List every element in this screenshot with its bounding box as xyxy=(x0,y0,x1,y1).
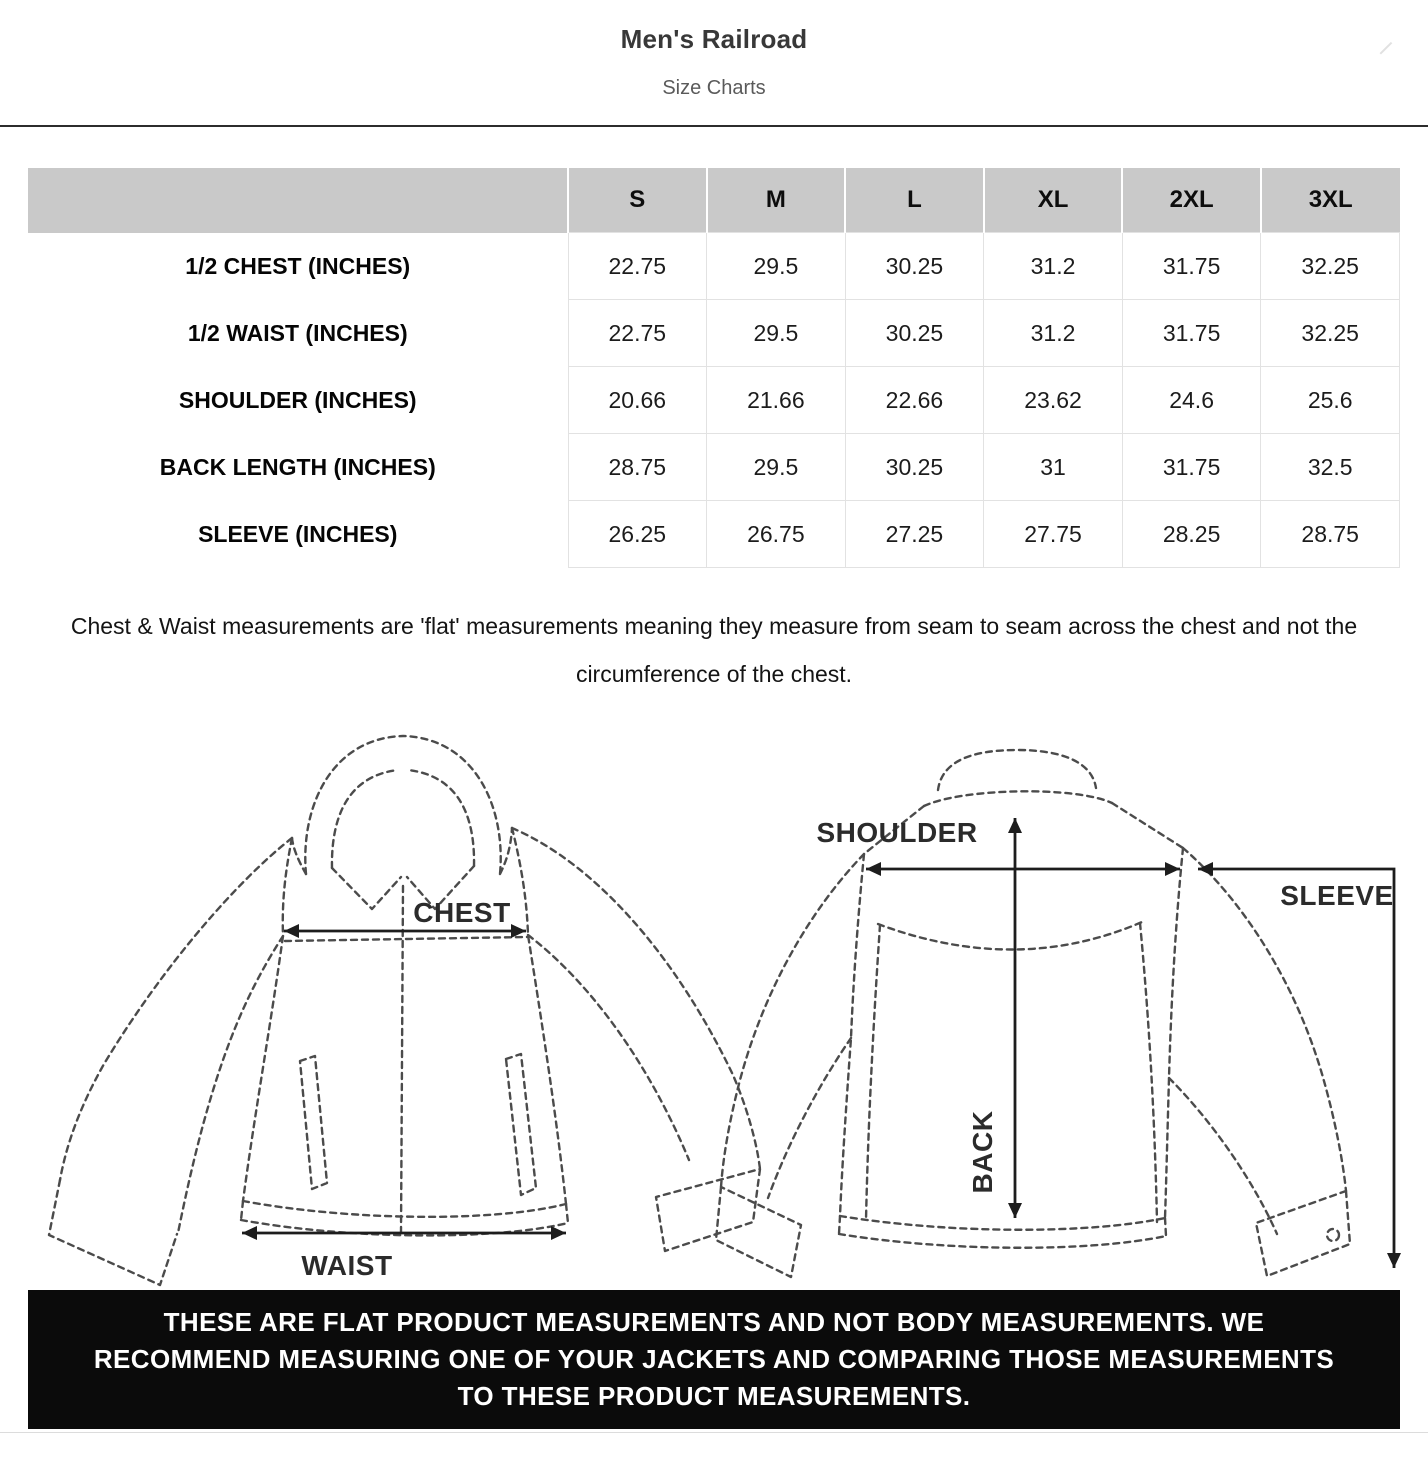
waist-label: WAIST xyxy=(301,1250,392,1281)
measurement-value: 29.5 xyxy=(706,299,846,367)
front-pocket-left xyxy=(298,1054,329,1191)
measurement-value: 24.6 xyxy=(1121,366,1262,434)
table-row: SHOULDER (INCHES) 20.66 21.66 22.66 23.62 24.… xyxy=(28,366,1400,434)
close-icon[interactable] xyxy=(1378,40,1394,56)
size-column-header: XL xyxy=(982,168,1123,233)
measurement-value: 31.75 xyxy=(1121,433,1262,501)
page-title: Men's Railroad xyxy=(620,24,808,54)
measurement-value: 32.25 xyxy=(1260,232,1400,300)
chest-measure-arrow xyxy=(284,924,526,938)
shoulder-label: SHOULDER xyxy=(816,817,977,848)
measurement-value: 20.66 xyxy=(567,366,708,434)
back-measure-arrow xyxy=(1008,818,1022,1218)
chest-label: CHEST xyxy=(413,897,510,928)
flat-measurement-banner: THESE ARE FLAT PRODUCT MEASUREMENTS AND … xyxy=(28,1290,1400,1429)
row-label: BACK LENGTH (INCHES) xyxy=(159,453,436,480)
jacket-diagram-svg: CHEST WAIST SHOULDER SLEEVE BACK xyxy=(47,734,1401,1287)
page-subtitle: Size Charts xyxy=(662,77,766,99)
row-label: SHOULDER (INCHES) xyxy=(178,386,417,413)
size-table-header-row: S M L XL 2XL 3XL xyxy=(28,168,1400,233)
cuff-button xyxy=(1325,1227,1341,1243)
measurement-diagram: CHEST WAIST SHOULDER SLEEVE BACK xyxy=(0,728,1428,1290)
measurement-value: 26.25 xyxy=(567,500,708,568)
measurement-value: 28.75 xyxy=(1260,500,1400,568)
measurement-value: 22.75 xyxy=(567,232,708,300)
size-column-header: L xyxy=(844,168,984,233)
measurement-value: 28.25 xyxy=(1121,500,1262,568)
jacket-front-outline xyxy=(47,734,762,1287)
measurement-value: 31 xyxy=(983,433,1123,501)
size-chart-section: S M L XL 2XL 3XL 1/2 CHEST (INCHES) 22.75 29.5 3… xyxy=(28,168,1400,568)
measurement-value: 25.6 xyxy=(1260,366,1400,434)
measurement-value: 32.5 xyxy=(1260,433,1400,501)
modal-header: Men's Railroad Size Charts xyxy=(0,0,1428,127)
measurement-value: 21.66 xyxy=(706,366,846,434)
measurement-value: 22.75 xyxy=(567,299,708,367)
flat-measurement-note: Chest & Waist measurements are 'flat' me… xyxy=(70,613,1358,687)
measurement-value: 31.75 xyxy=(1121,232,1262,300)
size-column-header: S xyxy=(567,168,707,233)
size-table: S M L XL 2XL 3XL 1/2 CHEST (INCHES) 22.75 29.5 3… xyxy=(28,168,1400,568)
row-label: SLEEVE (INCHES) xyxy=(198,520,398,547)
jacket-back-outline xyxy=(714,748,1352,1279)
back-label: BACK xyxy=(967,1111,998,1194)
row-label: 1/2 CHEST (INCHES) xyxy=(185,252,411,279)
measurement-value: 30.25 xyxy=(844,232,985,300)
measurement-value: 31.2 xyxy=(983,299,1123,367)
measurement-value: 29.5 xyxy=(706,232,846,300)
waist-measure-arrow xyxy=(242,1226,566,1240)
measurement-value: 27.25 xyxy=(844,500,985,568)
measurement-value: 28.75 xyxy=(567,433,708,501)
shoulder-measure-arrow xyxy=(866,862,1180,876)
front-pocket-right xyxy=(504,1052,538,1197)
table-row: 1/2 WAIST (INCHES) 22.75 29.5 30.25 31.2 31.7… xyxy=(28,299,1400,367)
measurement-value: 23.62 xyxy=(983,366,1123,434)
measurement-value: 32.25 xyxy=(1260,299,1400,367)
measurement-value: 27.75 xyxy=(983,500,1123,568)
size-table-body: 1/2 CHEST (INCHES) 22.75 29.5 30.25 31.2 31.7… xyxy=(28,232,1400,568)
row-label: 1/2 WAIST (INCHES) xyxy=(187,319,408,346)
measurement-value: 29.5 xyxy=(706,433,846,501)
size-column-header: M xyxy=(705,168,846,233)
table-row: SLEEVE (INCHES) 26.25 26.75 27.25 27.75 28.25… xyxy=(28,500,1400,568)
size-column-header: 2XL xyxy=(1121,168,1261,233)
measurement-value: 26.75 xyxy=(706,500,846,568)
measurement-value: 30.25 xyxy=(844,433,985,501)
size-column-header: 3XL xyxy=(1259,168,1400,233)
measurement-value: 22.66 xyxy=(844,366,985,434)
measurement-value: 30.25 xyxy=(844,299,985,367)
measurement-value: 31.2 xyxy=(983,232,1123,300)
bottom-divider xyxy=(0,1431,1428,1457)
measurement-value: 31.75 xyxy=(1121,299,1262,367)
table-row: 1/2 CHEST (INCHES) 22.75 29.5 30.25 31.2 31.7… xyxy=(28,232,1400,300)
sleeve-measure-arrow xyxy=(1198,862,1401,1268)
table-row: BACK LENGTH (INCHES) 28.75 29.5 30.25 31 31.7… xyxy=(28,433,1400,501)
sleeve-label: SLEEVE xyxy=(1280,880,1393,911)
table-corner-cell xyxy=(28,168,568,233)
